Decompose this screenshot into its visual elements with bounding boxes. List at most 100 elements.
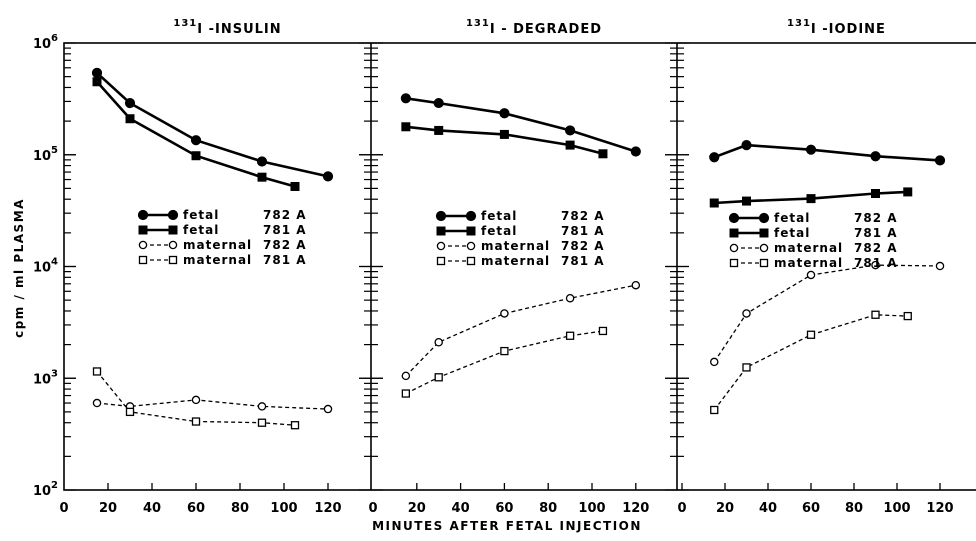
panel-title-2: 131I - DEGRADED	[466, 18, 602, 37]
data-point-maternal-781-a	[290, 421, 300, 430]
legend-label: fetal	[183, 208, 219, 222]
panel-title-1: 131I -INSULIN	[173, 18, 281, 37]
panel-title-text: I -INSULIN	[197, 22, 281, 37]
legend-animal: 782 A	[854, 241, 898, 255]
panel-title-superscript: 131	[787, 18, 811, 29]
y-tick-label-exponent: 6	[51, 33, 58, 44]
legend-label: fetal	[774, 211, 810, 225]
data-point-fetal-782-a	[91, 67, 103, 79]
data-point-fetal-781-a	[499, 129, 509, 139]
data-point-maternal-782-a	[257, 402, 267, 411]
text-layer: cpm / ml PLASMA MINUTES AFTER FETAL INJE…	[12, 18, 954, 533]
legend-animal: 781 A	[263, 253, 307, 267]
x-tick-label: 60	[187, 501, 205, 516]
data-point-maternal-782-a	[565, 293, 575, 303]
legend-animal: 781 A	[854, 226, 898, 240]
data-point-maternal-782-a	[500, 309, 509, 318]
data-point-fetal-781-a	[191, 151, 201, 161]
data-point-maternal-781-a	[434, 373, 443, 382]
panel-title-text: I -IODINE	[811, 22, 886, 37]
data-point-fetal-781-a	[903, 187, 913, 197]
panel-title-3: 131I -IODINE	[787, 18, 886, 37]
legend-marker	[759, 243, 769, 253]
data-point-fetal-781-a	[290, 181, 300, 191]
series-line-maternal-781-a	[713, 314, 908, 411]
y-tick-label-exponent: 3	[51, 368, 58, 379]
legend-label: maternal	[774, 256, 843, 270]
data-point-fetal-781-a	[92, 77, 102, 87]
data-point-maternal-781-a	[871, 310, 880, 319]
data-point-maternal-781-a	[191, 417, 201, 426]
legend-animal: 781 A	[854, 256, 898, 270]
x-tick-label: 40	[452, 501, 470, 516]
legend-marker	[759, 258, 769, 268]
legend-marker	[168, 225, 178, 235]
series-layer	[91, 67, 946, 430]
data-point-fetal-782-a	[870, 151, 881, 162]
data-point-maternal-782-a	[401, 371, 411, 381]
data-point-fetal-782-a	[630, 146, 641, 157]
data-point-maternal-782-a	[935, 261, 945, 271]
legend-animal: 782 A	[854, 211, 898, 225]
x-tick-label: 100	[270, 501, 297, 516]
x-tick-label: 120	[622, 501, 649, 516]
panel-title-text: I - DEGRADED	[490, 22, 602, 37]
data-point-fetal-781-a	[742, 196, 751, 206]
legend-marker	[729, 258, 739, 268]
y-tick-label: 103	[33, 368, 58, 387]
legend-label: maternal	[183, 238, 252, 252]
data-point-fetal-782-a	[499, 108, 510, 119]
data-point-fetal-781-a	[871, 189, 880, 199]
x-tick-label: 120	[926, 501, 953, 516]
y-tick-label-exponent: 5	[51, 145, 58, 156]
legend-label: fetal	[481, 209, 517, 223]
legend-label: fetal	[183, 223, 219, 237]
data-point-maternal-781-a	[903, 311, 912, 321]
x-tick-label: 40	[759, 501, 777, 516]
legend-marker	[728, 212, 740, 224]
legend-animal: 781 A	[561, 224, 605, 238]
legend-animal: 782 A	[561, 209, 605, 223]
data-point-maternal-781-a	[125, 407, 135, 417]
data-point-fetal-782-a	[433, 97, 444, 109]
x-tick-label: 100	[578, 501, 605, 516]
legend-marker	[466, 256, 476, 266]
legend-marker	[138, 255, 148, 265]
x-tick-label: 80	[231, 501, 249, 516]
legend-marker	[435, 210, 447, 222]
x-axis-label: MINUTES AFTER FETAL INJECTION	[372, 519, 642, 533]
legend-marker	[729, 228, 739, 238]
legend-marker	[168, 255, 178, 265]
legend-marker	[138, 225, 148, 235]
data-point-fetal-782-a	[256, 156, 268, 167]
y-tick-label-exponent: 2	[51, 480, 58, 491]
legend-marker	[759, 228, 769, 238]
y-tick-label-exponent: 4	[51, 257, 58, 268]
data-point-maternal-781-a	[598, 326, 608, 336]
data-point-maternal-782-a	[434, 337, 443, 347]
x-tick-label: 60	[495, 501, 513, 516]
data-point-fetal-782-a	[322, 171, 334, 182]
data-point-fetal-782-a	[124, 97, 136, 109]
y-tick-label-base: 10	[33, 372, 51, 387]
legend-marker	[138, 240, 148, 250]
data-point-maternal-781-a	[92, 367, 102, 376]
legend-marker	[137, 209, 149, 221]
legend-animal: 782 A	[263, 238, 307, 252]
legend-marker	[466, 226, 476, 236]
legend-marker	[167, 209, 179, 221]
data-point-fetal-781-a	[257, 172, 267, 182]
legend-marker	[466, 241, 476, 251]
y-tick-label-base: 10	[33, 261, 51, 276]
legend-marker	[465, 210, 477, 222]
x-tick-label: 80	[845, 501, 863, 516]
data-point-maternal-781-a	[742, 363, 751, 372]
data-point-fetal-782-a	[400, 93, 411, 104]
x-tick-label: 20	[716, 501, 734, 516]
data-point-maternal-781-a	[565, 331, 575, 340]
x-tick-label: 100	[883, 501, 910, 516]
data-point-maternal-781-a	[500, 346, 509, 356]
legend-label: maternal	[481, 254, 550, 268]
